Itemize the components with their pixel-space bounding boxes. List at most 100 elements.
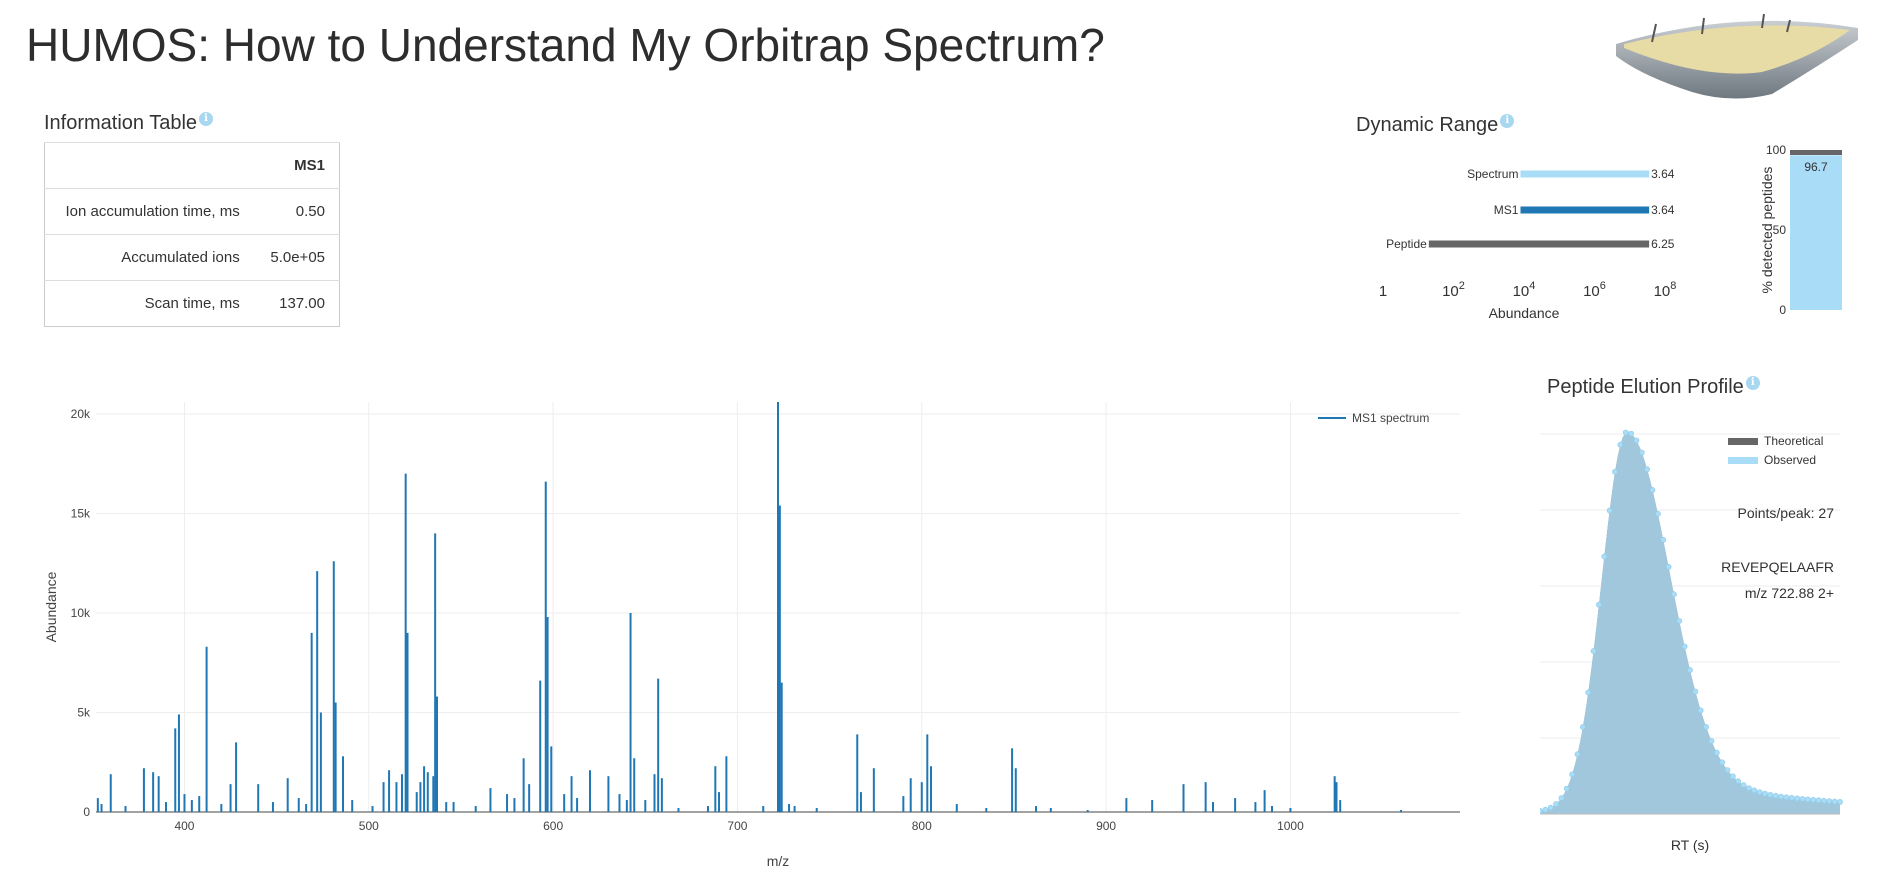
elution-observed-point: [1831, 798, 1838, 805]
elution-observed-point: [1708, 738, 1715, 744]
dynamic-range-chart: Spectrum 3.64 MS1 3.64 Peptide 6.25 1 102 104 106…: [1380, 167, 1677, 321]
elution-observed-point: [1638, 449, 1645, 456]
elution-observed-point: [1719, 759, 1726, 766]
elution-observed-point: [1569, 771, 1576, 778]
detected-peptides-cap: [1790, 150, 1842, 155]
dynamic-range-tick-label: 1: [1380, 283, 1387, 300]
table-header-cell: [44, 142, 254, 189]
detected-peptides-value: 96.7: [1804, 160, 1828, 174]
spectrum-y-tick-label: 20k: [71, 407, 91, 421]
ms1-spectrum-chart[interactable]: 400 500 600 700 800 900 1000 0 5k 10k 15k 20k m/z Abu…: [30, 398, 1480, 878]
elution-profile-chart[interactable]: Theoretical Observed Points/peak: 27 REVEPQ…: [1540, 420, 1870, 870]
elution-observed-point: [1729, 773, 1736, 780]
dynamic-range-title: Dynamic Range i: [1356, 114, 1515, 137]
table-cell-value: 0.50: [253, 188, 340, 235]
elution-observed-point: [1746, 785, 1752, 792]
spectrum-xlabel: m/z: [767, 853, 790, 869]
elution-observed-point: [1628, 430, 1634, 437]
spectrum-x-tick-label: 500: [359, 819, 379, 833]
spectrum-x-tick-label: 700: [727, 819, 747, 833]
detected-peptides-tick: 100: [1766, 143, 1786, 157]
elution-observed-point: [1724, 767, 1731, 774]
table-cell-value: 137.00: [253, 280, 340, 327]
table-row: Ion accumulation time, ms 0.50: [44, 188, 340, 235]
elution-observed-point: [1596, 601, 1602, 608]
elution-observed-area: [1540, 432, 1840, 814]
table-cell-label: Accumulated ions: [44, 234, 254, 281]
orbitrap-logo: [1616, 14, 1858, 99]
detected-peptides-bar: [1790, 155, 1842, 310]
spectrum-x-tick-label: 600: [543, 819, 563, 833]
elution-observed-point: [1788, 794, 1795, 801]
information-table: MS1 Ion accumulation time, ms 0.50 Accum…: [44, 142, 340, 327]
elution-observed-point: [1644, 466, 1651, 473]
elution-observed-point: [1767, 791, 1774, 798]
elution-observed-point: [1676, 618, 1683, 624]
elution-observed-point: [1574, 751, 1581, 758]
dynamic-range-bar-label: MS1: [1494, 203, 1519, 217]
elution-observed-point: [1778, 793, 1784, 800]
elution-legend-label: Observed: [1764, 453, 1816, 467]
elution-observed-point: [1558, 795, 1565, 801]
elution-observed-point: [1697, 707, 1704, 714]
elution-observed-point: [1772, 792, 1779, 799]
dynamic-range-tick-label: 104: [1513, 280, 1536, 300]
detected-peptides-chart: 96.7 0 50 100 % detected peptides: [1759, 143, 1842, 317]
elution-observed-point: [1585, 689, 1592, 696]
elution-observed-point: [1654, 510, 1661, 517]
elution-profile-title: Peptide Elution Profile i: [1547, 376, 1760, 399]
elution-observed-point: [1579, 724, 1586, 730]
elution-observed-point: [1687, 667, 1693, 673]
info-table-title: Information Table i: [44, 112, 214, 135]
elution-observed-point: [1681, 643, 1688, 650]
dynamic-range-xlabel: Abundance: [1489, 305, 1560, 321]
dynamic-range-tick-label: 108: [1654, 280, 1677, 300]
elution-points-per-peak: Points/peak: 27: [1737, 505, 1834, 521]
elution-observed-point: [1617, 441, 1624, 448]
info-icon[interactable]: i: [1745, 376, 1760, 390]
elution-observed-point: [1660, 536, 1667, 543]
page-title: HUMOS: How to Understand My Orbitrap Spe…: [26, 19, 1105, 71]
elution-observed-point: [1735, 778, 1742, 785]
elution-observed-point: [1649, 487, 1656, 493]
elution-observed-point: [1794, 795, 1801, 802]
elution-observed-point: [1799, 796, 1806, 802]
info-icon[interactable]: i: [1500, 114, 1515, 128]
elution-observed-point: [1553, 801, 1559, 807]
spectrum-x-tick-label: 400: [174, 819, 194, 833]
dynamic-range-tick-label: 102: [1442, 280, 1465, 300]
elution-observed-point: [1540, 807, 1543, 814]
dynamic-range-bar-label: Peptide: [1386, 237, 1427, 251]
elution-observed-point: [1826, 798, 1833, 805]
info-icon[interactable]: i: [199, 112, 214, 126]
elution-observed-point: [1815, 797, 1822, 804]
detected-peptides-tick: 50: [1773, 223, 1787, 237]
elution-observed-point: [1692, 688, 1699, 695]
elution-observed-point: [1821, 797, 1827, 804]
elution-peptide-sequence: REVEPQELAAFR: [1721, 559, 1834, 575]
spectrum-y-tick-label: 5k: [77, 705, 91, 719]
elution-observed-point: [1713, 749, 1720, 756]
elution-mz-label: m/z 722.88 2+: [1745, 585, 1834, 601]
elution-observed-point: [1563, 785, 1570, 792]
elution-legend-label: Theoretical: [1764, 434, 1823, 448]
spectrum-x-tick-label: 800: [912, 819, 932, 833]
dynamic-range-bar-label: Spectrum: [1467, 167, 1518, 181]
elution-observed-point: [1804, 796, 1811, 803]
detected-peptides-tick: 0: [1779, 303, 1786, 317]
spectrum-ylabel: Abundance: [43, 571, 59, 642]
elution-legend-swatch: [1728, 457, 1758, 464]
elution-observed-point: [1762, 790, 1768, 797]
elution-observed-point: [1703, 724, 1709, 730]
elution-observed-point: [1547, 804, 1554, 811]
table-cell-label: Scan time, ms: [44, 280, 254, 327]
elution-observed-point: [1622, 429, 1629, 436]
spectrum-x-tick-label: 900: [1096, 819, 1116, 833]
elution-xlabel: RT (s): [1671, 837, 1709, 853]
table-header-row: MS1: [44, 142, 340, 189]
elution-observed-point: [1633, 437, 1640, 444]
elution-observed-point: [1606, 507, 1613, 514]
elution-observed-point: [1665, 563, 1672, 570]
dynamic-range-value-label: 3.64: [1651, 203, 1675, 217]
elution-observed-point: [1740, 782, 1747, 789]
